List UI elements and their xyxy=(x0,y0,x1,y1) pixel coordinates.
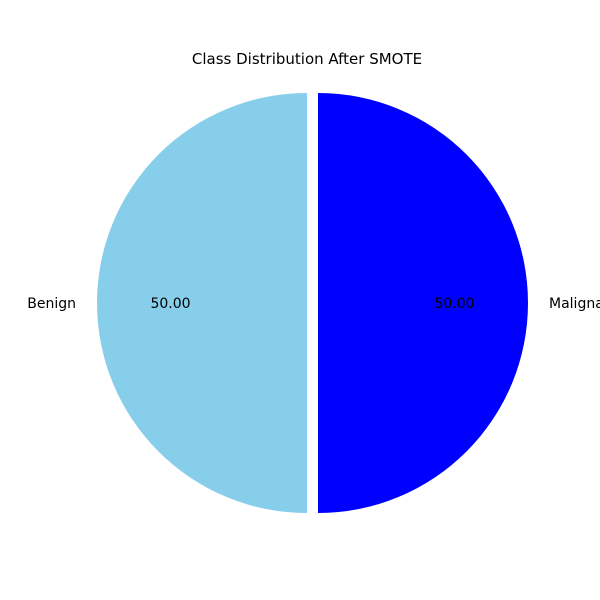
pie-slice-benign xyxy=(97,93,307,513)
chart-title: Class Distribution After SMOTE xyxy=(192,50,422,68)
pct-label-benign: 50.00 xyxy=(150,296,190,312)
pct-label-malignant: 50.00 xyxy=(434,296,474,312)
slice-label-malignant: Malignant xyxy=(549,296,600,312)
pie-labels: Benign 50.00 Malignant 50.00 xyxy=(27,296,600,312)
slice-label-benign: Benign xyxy=(27,296,76,312)
pie-slice-malignant xyxy=(318,93,528,513)
pie-slices xyxy=(97,93,528,513)
